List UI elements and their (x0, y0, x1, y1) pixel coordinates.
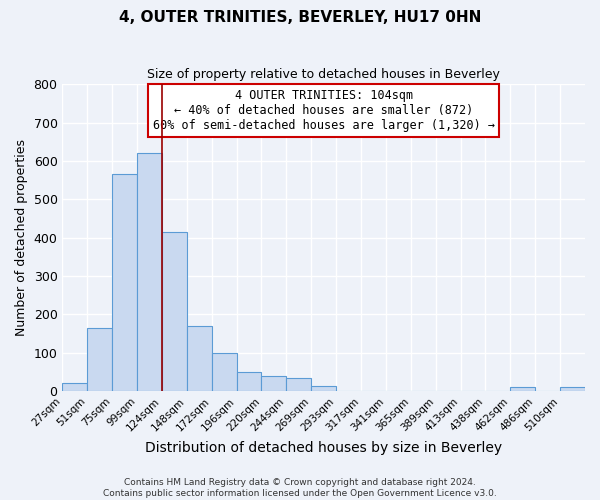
X-axis label: Distribution of detached houses by size in Beverley: Distribution of detached houses by size … (145, 441, 502, 455)
Text: 4, OUTER TRINITIES, BEVERLEY, HU17 0HN: 4, OUTER TRINITIES, BEVERLEY, HU17 0HN (119, 10, 481, 25)
Bar (236, 372, 262, 391)
Y-axis label: Number of detached properties: Number of detached properties (15, 139, 28, 336)
Bar (511, 387, 535, 391)
Bar (88, 328, 112, 391)
Bar (112, 174, 137, 391)
Bar (62, 384, 88, 391)
Bar (560, 387, 585, 391)
Bar (311, 386, 336, 391)
Bar (137, 154, 162, 391)
Title: Size of property relative to detached houses in Beverley: Size of property relative to detached ho… (147, 68, 500, 80)
Text: Contains HM Land Registry data © Crown copyright and database right 2024.
Contai: Contains HM Land Registry data © Crown c… (103, 478, 497, 498)
Bar (162, 232, 187, 391)
Text: 4 OUTER TRINITIES: 104sqm
← 40% of detached houses are smaller (872)
60% of semi: 4 OUTER TRINITIES: 104sqm ← 40% of detac… (153, 89, 495, 132)
Bar (262, 376, 286, 391)
Bar (187, 326, 212, 391)
Bar (286, 378, 311, 391)
Bar (212, 352, 236, 391)
